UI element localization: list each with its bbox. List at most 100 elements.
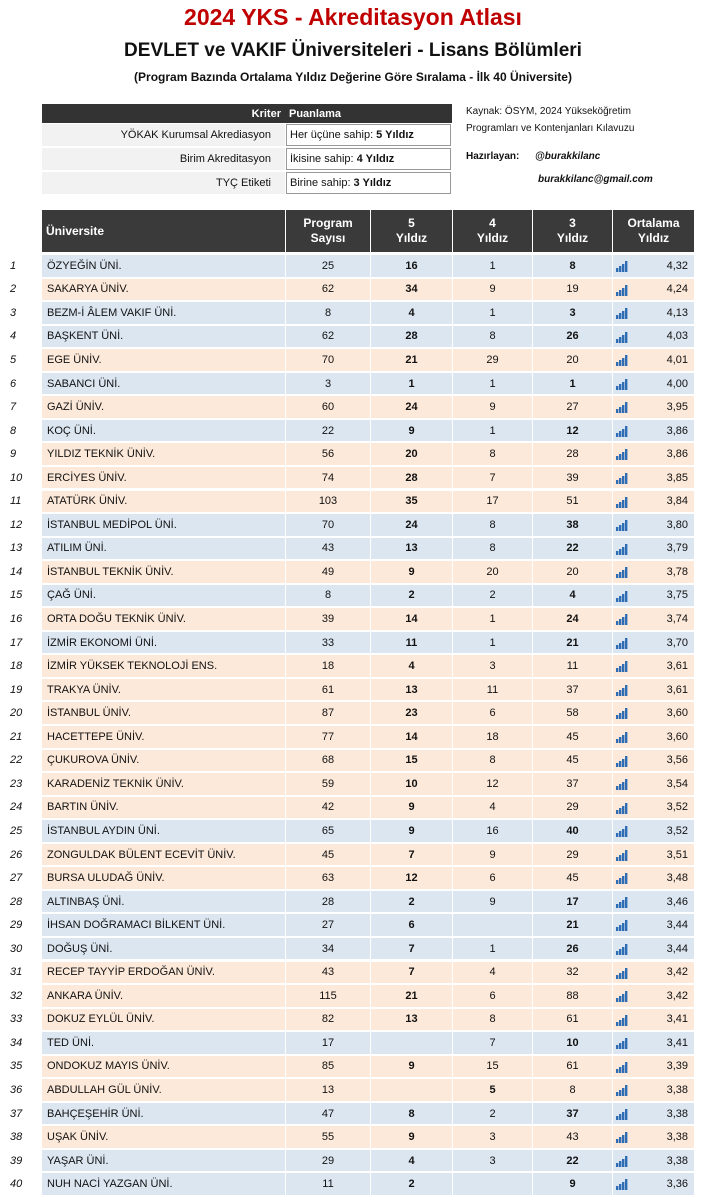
icon-bar <box>616 691 619 696</box>
rank: 35 <box>10 1060 23 1073</box>
count: 11 <box>452 678 532 701</box>
count: 7 <box>370 843 452 866</box>
count: 29 <box>452 349 532 371</box>
icon-bar <box>625 991 628 1003</box>
count: 20 <box>532 561 612 583</box>
average: 3,38 <box>612 1149 694 1172</box>
icon-bar <box>622 475 625 484</box>
count: 11 <box>285 1173 370 1195</box>
rank: 25 <box>10 824 23 837</box>
icon-bar <box>625 637 628 649</box>
count: 22 <box>285 419 370 442</box>
icon-bar <box>616 479 619 484</box>
count: 22 <box>532 1149 612 1172</box>
signal-icon <box>616 661 628 673</box>
count: 3 <box>452 655 532 677</box>
average: 4,24 <box>612 278 694 301</box>
criteria-stars: 5 Yıldız <box>376 129 414 141</box>
rank: 18 <box>10 660 23 673</box>
icon-bar <box>622 1135 625 1144</box>
column-header: 4 Yıldız <box>452 210 532 252</box>
icon-bar <box>622 852 625 861</box>
rank: 9 <box>10 448 17 461</box>
signal-icon <box>616 425 628 437</box>
university-name: ANKARA ÜNİV. <box>42 985 285 1007</box>
average: 3,80 <box>612 514 694 536</box>
count: 2 <box>452 584 532 607</box>
icon-bar <box>616 950 619 955</box>
rank: 17 <box>10 636 23 649</box>
icon-bar <box>625 849 628 861</box>
count: 14 <box>370 726 452 748</box>
icon-bar <box>622 687 625 696</box>
icon-bar <box>619 407 622 414</box>
signal-icon <box>616 355 628 367</box>
signal-icon <box>616 1132 628 1144</box>
count: 23 <box>370 702 452 724</box>
count: 24 <box>370 514 452 536</box>
icon-bar <box>619 477 622 484</box>
university-name: İSTANBUL AYDIN ÜNİ. <box>42 820 285 842</box>
signal-icon <box>616 1155 628 1167</box>
count: 21 <box>532 914 612 936</box>
count: 39 <box>285 608 370 630</box>
rank: 1 <box>10 259 17 272</box>
icon-bar <box>625 472 628 484</box>
average: 4,00 <box>612 372 694 395</box>
count: 61 <box>532 1055 612 1078</box>
icon-bar <box>625 1179 628 1191</box>
icon-bar <box>625 826 628 838</box>
email: burakkilanc@gmail.com <box>538 174 653 185</box>
icon-bar <box>616 668 619 673</box>
average: 3,42 <box>612 985 694 1007</box>
count: 43 <box>285 961 370 984</box>
university-name: ÖZYEĞİN ÜNİ. <box>42 255 285 277</box>
count: 28 <box>370 325 452 348</box>
icon-bar <box>619 666 622 673</box>
icon-bar <box>625 1155 628 1167</box>
count: 103 <box>285 490 370 513</box>
average: 4,13 <box>612 302 694 324</box>
source: Programları ve Kontenjanları Kılavuzu <box>466 123 635 134</box>
icon-bar <box>625 732 628 743</box>
icon-bar <box>619 1019 622 1026</box>
average: 4,03 <box>612 325 694 348</box>
count <box>370 1032 452 1054</box>
count <box>452 1173 532 1195</box>
icon-bar <box>625 1061 628 1073</box>
count: 87 <box>285 702 370 724</box>
average: 3,78 <box>612 561 694 583</box>
icon-bar <box>619 336 622 343</box>
count: 8 <box>285 302 370 324</box>
signal-icon <box>616 567 628 579</box>
university-name: HACETTEPE ÜNİV. <box>42 726 285 748</box>
icon-bar <box>619 289 622 296</box>
count: 1 <box>532 372 612 395</box>
rank: 3 <box>10 306 17 319</box>
count: 34 <box>285 937 370 960</box>
icon-bar <box>619 854 622 861</box>
icon-bar <box>619 713 622 720</box>
icon-bar <box>619 1043 622 1050</box>
count: 12 <box>370 867 452 889</box>
icon-bar <box>625 802 628 814</box>
icon-bar <box>625 520 628 532</box>
count: 1 <box>452 419 532 442</box>
icon-bar <box>619 430 622 437</box>
icon-bar <box>616 1162 619 1167</box>
count: 43 <box>532 1126 612 1148</box>
rank: 4 <box>10 330 17 343</box>
count: 43 <box>285 537 370 560</box>
rank: 30 <box>10 942 23 955</box>
average: 3,38 <box>612 1126 694 1148</box>
icon-bar <box>619 313 622 320</box>
count: 1 <box>452 608 532 630</box>
count: 45 <box>285 843 370 866</box>
icon-bar <box>625 308 628 320</box>
signal-icon <box>616 849 628 861</box>
count: 9 <box>532 1173 612 1195</box>
icon-bar <box>616 621 619 626</box>
average: 3,46 <box>612 890 694 913</box>
icon-bar <box>619 1160 622 1167</box>
university-name: ORTA DOĞU TEKNİK ÜNİV. <box>42 608 285 630</box>
